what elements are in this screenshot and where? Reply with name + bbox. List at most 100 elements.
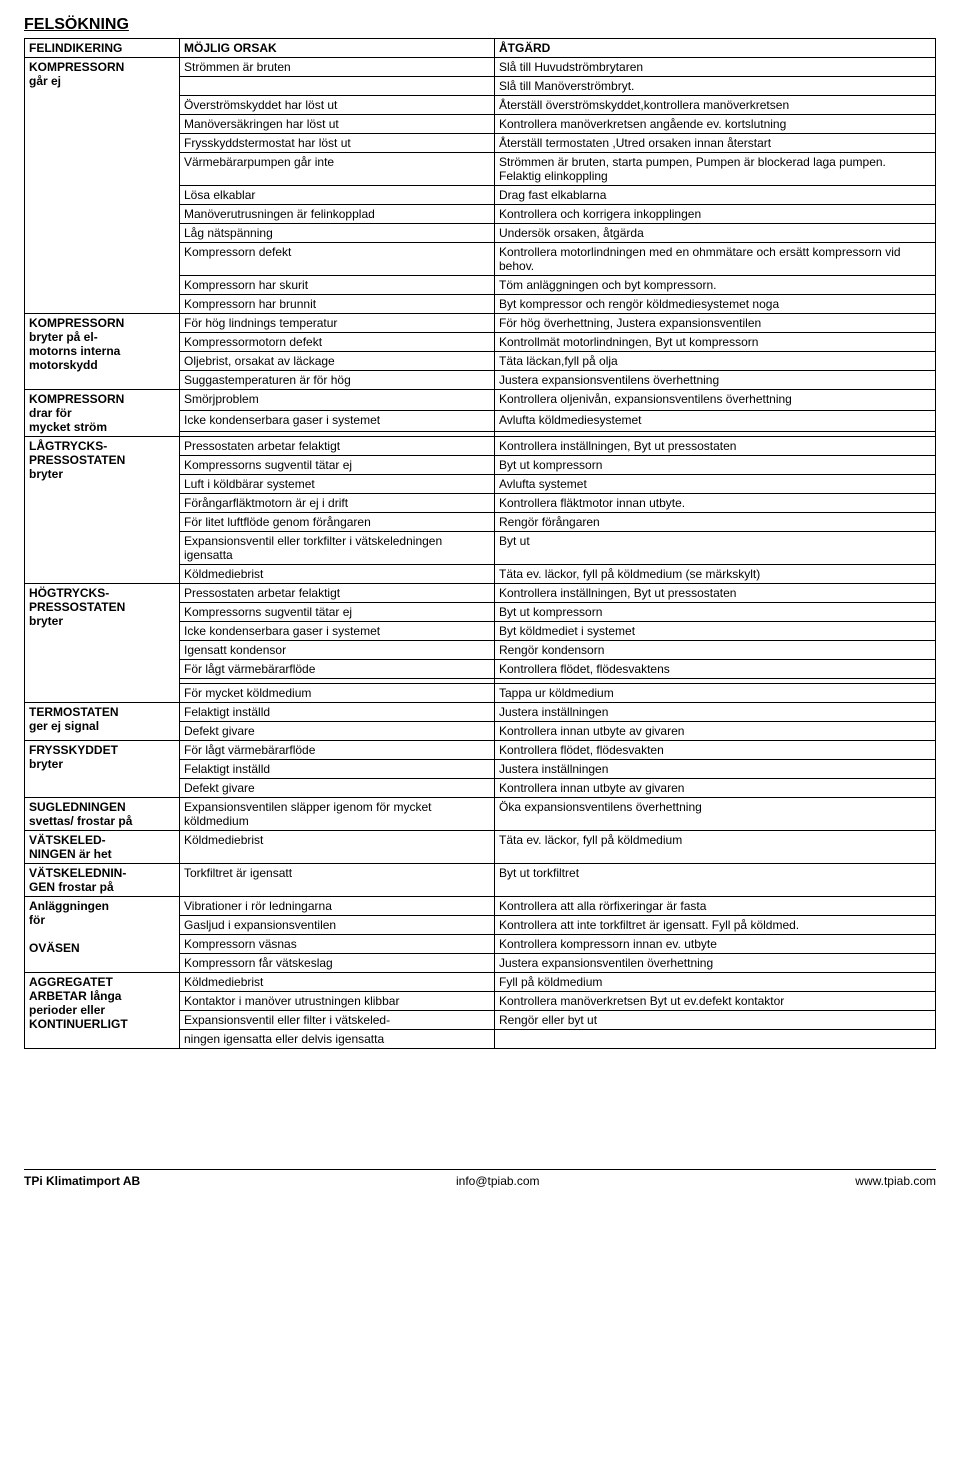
action-cell: Slå till Huvudströmbrytaren xyxy=(495,58,936,77)
cause-cell: Manöversäkringen har löst ut xyxy=(180,115,495,134)
cause-cell: Kompressorns sugventil tätar ej xyxy=(180,603,495,622)
action-cell: Avlufta systemet xyxy=(495,475,936,494)
indication-line: FRYSSKYDDET xyxy=(29,743,118,757)
action-cell: Undersök orsaken, åtgärda xyxy=(495,224,936,243)
action-cell: Byt ut xyxy=(495,532,936,565)
action-cell: Kontrollera manöverkretsen Byt ut ev.def… xyxy=(495,992,936,1011)
footer-company: TPi Klimatimport AB xyxy=(24,1174,140,1188)
indication-cell: KOMPRESSORNbryter på el-motorns internam… xyxy=(25,314,180,390)
indication-line: ger ej signal xyxy=(29,719,99,733)
cause-cell: För lågt värmebärarflöde xyxy=(180,660,495,679)
action-cell: Rengör kondensorn xyxy=(495,641,936,660)
indication-line: KOMPRESSORN xyxy=(29,392,124,406)
cause-cell: Torkfiltret är igensatt xyxy=(180,864,495,897)
indication-cell: TERMOSTATENger ej signal xyxy=(25,703,180,741)
cause-cell: ningen igensatta eller delvis igensatta xyxy=(180,1030,495,1049)
indication-line: Anläggningen xyxy=(29,899,109,913)
action-cell: Byt kompressor och rengör köldmediesyste… xyxy=(495,295,936,314)
indication-line: bryter xyxy=(29,757,63,771)
action-cell: Kontrollmät motorlindningen, Byt ut komp… xyxy=(495,333,936,352)
cause-cell: Vibrationer i rör ledningarna xyxy=(180,897,495,916)
action-cell: Justera expansionsventilens överhettning xyxy=(495,371,936,390)
page-title: FELSÖKNING xyxy=(24,16,936,34)
indication-line: TERMOSTATEN xyxy=(29,705,119,719)
cause-cell: Strömmen är bruten xyxy=(180,58,495,77)
cause-cell: Förångarfläktmotorn är ej i drift xyxy=(180,494,495,513)
cause-cell: Felaktigt inställd xyxy=(180,760,495,779)
indication-cell: AGGREGATETARBETAR långaperioder ellerKON… xyxy=(25,973,180,1049)
cause-cell: Expansionsventilen släpper igenom för my… xyxy=(180,798,495,831)
indication-line: LÅGTRYCKS- xyxy=(29,439,107,453)
action-cell: Byt ut torkfiltret xyxy=(495,864,936,897)
cause-cell: Frysskyddstermostat har löst ut xyxy=(180,134,495,153)
indication-line: bryter på el- xyxy=(29,330,98,344)
cause-cell: Låg nätspänning xyxy=(180,224,495,243)
indication-line: drar för xyxy=(29,406,72,420)
cause-cell: Överströmskyddet har löst ut xyxy=(180,96,495,115)
action-cell: Kontrollera att alla rörfixeringar är fa… xyxy=(495,897,936,916)
troubleshooting-table: FELINDIKERINGMÖJLIG ORSAKÅTGÄRD KOMPRESSO… xyxy=(24,38,936,1049)
indication-line: KOMPRESSORN xyxy=(29,60,124,74)
action-cell xyxy=(495,1030,936,1049)
action-cell: Byt köldmediet i systemet xyxy=(495,622,936,641)
cause-cell: Kompressorn får vätskeslag xyxy=(180,954,495,973)
indication-line: VÄTSKELED- xyxy=(29,833,106,847)
cause-cell: Defekt givare xyxy=(180,779,495,798)
footer-email: info@tpiab.com xyxy=(456,1174,540,1188)
cause-cell: Kompressorn har brunnit xyxy=(180,295,495,314)
cause-cell: Expansionsventil eller filter i vätskele… xyxy=(180,1011,495,1030)
header-cause: MÖJLIG ORSAK xyxy=(180,39,495,58)
cause-cell: Lösa elkablar xyxy=(180,186,495,205)
action-cell: Rengör eller byt ut xyxy=(495,1011,936,1030)
action-cell: Avlufta köldmediesystemet xyxy=(495,410,936,431)
action-cell: Kontrollera innan utbyte av givaren xyxy=(495,722,936,741)
indication-line: mycket ström xyxy=(29,420,107,434)
cause-cell: Smörjproblem xyxy=(180,390,495,411)
indication-cell: HÖGTRYCKS-PRESSOSTATENbryter xyxy=(25,584,180,703)
cause-cell: Luft i köldbärar systemet xyxy=(180,475,495,494)
indication-cell: KOMPRESSORNdrar förmycket ström xyxy=(25,390,180,437)
action-cell: Fyll på köldmedium xyxy=(495,973,936,992)
action-cell: Justera inställningen xyxy=(495,703,936,722)
cause-cell: För hög lindnings temperatur xyxy=(180,314,495,333)
cause-cell: Kompressorn väsnas xyxy=(180,935,495,954)
indication-line: SUGLEDNINGEN xyxy=(29,800,126,814)
action-cell: Täta läckan,fyll på olja xyxy=(495,352,936,371)
cause-cell: Icke kondenserbara gaser i systemet xyxy=(180,622,495,641)
cause-cell: Felaktigt inställd xyxy=(180,703,495,722)
indication-line: VÄTSKELEDNIN- xyxy=(29,866,126,880)
indication-line: OVÄSEN xyxy=(29,941,80,955)
cause-cell: Köldmediebrist xyxy=(180,973,495,992)
cause-cell: Gasljud i expansionsventilen xyxy=(180,916,495,935)
action-cell: Kontrollera inställningen, Byt ut presso… xyxy=(495,584,936,603)
action-cell: Strömmen är bruten, starta pumpen, Pumpe… xyxy=(495,153,936,186)
indication-cell: VÄTSKELEDNIN-GEN frostar på xyxy=(25,864,180,897)
indication-line: bryter xyxy=(29,467,63,481)
action-cell: Återställ överströmskyddet,kontrollera m… xyxy=(495,96,936,115)
indication-cell: AnläggningenförOVÄSEN xyxy=(25,897,180,973)
page-footer: TPi Klimatimport AB info@tpiab.com www.t… xyxy=(24,1169,936,1188)
indication-line: bryter xyxy=(29,614,63,628)
action-cell: Rengör förångaren xyxy=(495,513,936,532)
cause-cell: Igensatt kondensor xyxy=(180,641,495,660)
cause-cell: Köldmediebrist xyxy=(180,565,495,584)
action-cell: Kontrollera kompressorn innan ev. utbyte xyxy=(495,935,936,954)
action-cell: Öka expansionsventilens överhettning xyxy=(495,798,936,831)
action-cell: Kontrollera inställningen, Byt ut presso… xyxy=(495,437,936,456)
indication-line: motorns interna xyxy=(29,344,120,358)
cause-cell: Pressostaten arbetar felaktigt xyxy=(180,584,495,603)
action-cell: Återställ termostaten ,Utred orsaken inn… xyxy=(495,134,936,153)
cause-cell: Oljebrist, orsakat av läckage xyxy=(180,352,495,371)
header-indication: FELINDIKERING xyxy=(25,39,180,58)
indication-line: PRESSOSTATEN xyxy=(29,453,125,467)
cause-cell: För litet luftflöde genom förångaren xyxy=(180,513,495,532)
action-cell: Kontrollera motorlindningen med en ohmmä… xyxy=(495,243,936,276)
header-action: ÅTGÄRD xyxy=(495,39,936,58)
action-cell: Kontrollera att inte torkfiltret är igen… xyxy=(495,916,936,935)
action-cell: Kontrollera flödet, flödesvaktens xyxy=(495,660,936,679)
action-cell: Täta ev. läckor, fyll på köldmedium (se … xyxy=(495,565,936,584)
action-cell: Drag fast elkablarna xyxy=(495,186,936,205)
indication-cell: LÅGTRYCKS-PRESSOSTATENbryter xyxy=(25,437,180,584)
cause-cell: Suggastemperaturen är för hög xyxy=(180,371,495,390)
action-cell: Kontrollera innan utbyte av givaren xyxy=(495,779,936,798)
